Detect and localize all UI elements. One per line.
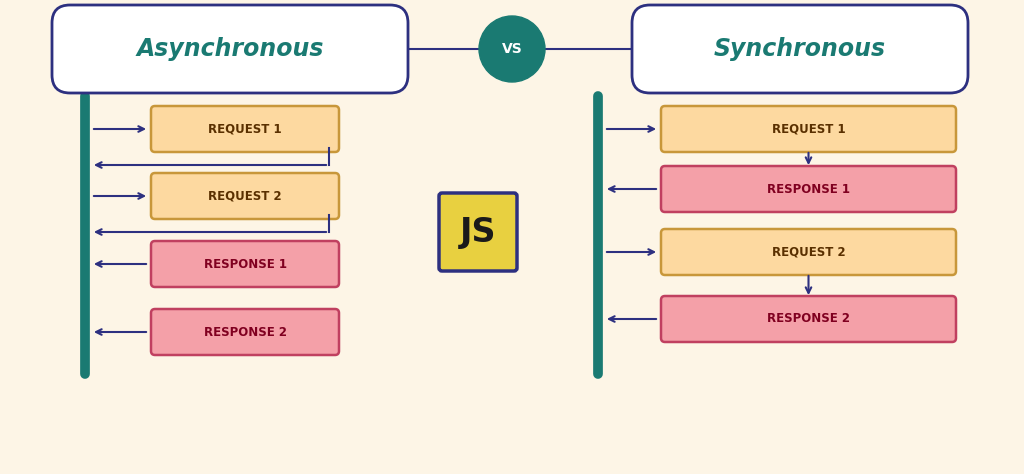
Text: REQUEST 1: REQUEST 1 — [208, 122, 282, 136]
FancyBboxPatch shape — [52, 5, 408, 93]
Text: Synchronous: Synchronous — [714, 37, 886, 61]
FancyBboxPatch shape — [662, 229, 956, 275]
Circle shape — [479, 16, 545, 82]
Text: Asynchronous: Asynchronous — [136, 37, 324, 61]
Text: RESPONSE 1: RESPONSE 1 — [767, 182, 850, 195]
Text: REQUEST 2: REQUEST 2 — [208, 190, 282, 202]
Text: REQUEST 1: REQUEST 1 — [772, 122, 846, 136]
Text: RESPONSE 2: RESPONSE 2 — [204, 326, 287, 338]
FancyBboxPatch shape — [151, 309, 339, 355]
Text: RESPONSE 1: RESPONSE 1 — [204, 257, 287, 271]
FancyBboxPatch shape — [151, 106, 339, 152]
Text: RESPONSE 2: RESPONSE 2 — [767, 312, 850, 326]
FancyBboxPatch shape — [662, 106, 956, 152]
FancyBboxPatch shape — [632, 5, 968, 93]
Text: JS: JS — [460, 216, 497, 248]
FancyBboxPatch shape — [151, 241, 339, 287]
FancyBboxPatch shape — [439, 193, 517, 271]
FancyBboxPatch shape — [662, 166, 956, 212]
Text: REQUEST 2: REQUEST 2 — [772, 246, 846, 258]
FancyBboxPatch shape — [151, 173, 339, 219]
Text: VS: VS — [502, 42, 522, 56]
FancyBboxPatch shape — [662, 296, 956, 342]
